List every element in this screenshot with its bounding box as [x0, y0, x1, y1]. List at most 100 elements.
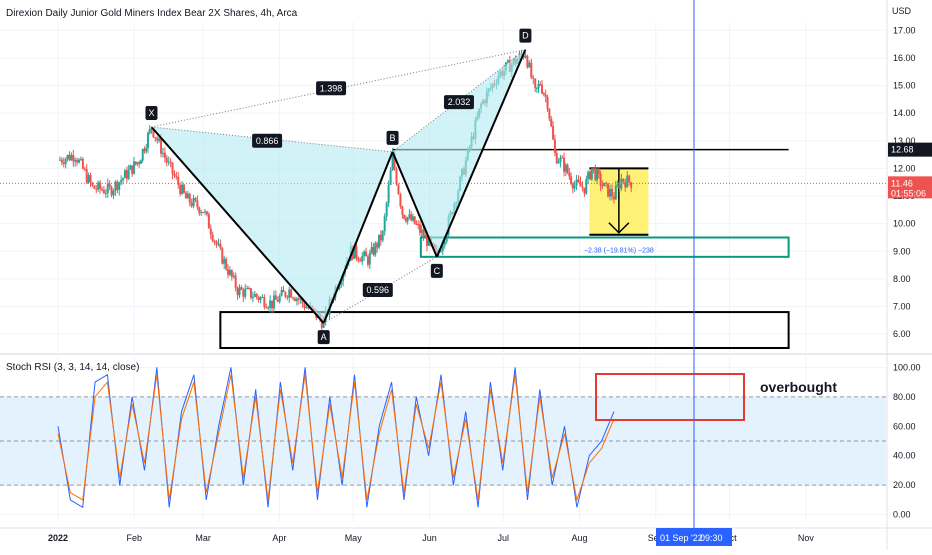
candle-body — [76, 159, 79, 163]
rsi-y-tick-label: 100.00 — [893, 362, 921, 372]
candle-body — [156, 138, 159, 141]
rsi-series-D — [57, 374, 615, 502]
x-tick-label: Aug — [572, 533, 588, 543]
candle-body — [207, 214, 210, 229]
candle-body — [269, 300, 272, 308]
main-title: Direxion Daily Junior Gold Miners Index … — [6, 8, 298, 19]
candle-body — [196, 200, 199, 208]
rsi-y-tick-label: 0.00 — [893, 510, 911, 520]
candle-body — [259, 297, 262, 300]
candle-body — [365, 251, 368, 257]
point-badge-C — [430, 263, 443, 278]
pattern-leg-AB — [322, 151, 394, 324]
candle-body — [125, 170, 128, 179]
candle-body — [257, 296, 260, 300]
candle-body — [244, 288, 247, 297]
candle-body — [232, 275, 235, 277]
rsi-y-tick-label: 20.00 — [893, 480, 916, 490]
measure-label: −2.38 (−19.81%) −238 — [584, 248, 654, 255]
candle-body — [563, 157, 566, 172]
candle-body — [357, 257, 360, 261]
candle-body — [78, 159, 81, 163]
candle-body — [601, 185, 604, 187]
candle-body — [62, 162, 65, 165]
candle-body — [85, 169, 88, 183]
candle-body — [594, 168, 597, 181]
candle-body — [353, 246, 356, 259]
candle-body — [91, 182, 94, 186]
candle-body — [376, 243, 379, 248]
main-y-tick-label: 13.00 — [893, 136, 916, 146]
candle-body — [607, 183, 610, 197]
candle-body — [83, 168, 86, 170]
candle-body — [132, 161, 135, 174]
candle-body — [528, 62, 531, 68]
candle-body — [612, 196, 615, 200]
rsi-y-tick-label: 60.00 — [893, 421, 916, 431]
candle-body — [145, 147, 148, 152]
point-badge-A — [317, 330, 330, 345]
candle-body — [227, 269, 230, 275]
x-tick-label: Apr — [272, 533, 286, 543]
candle-body — [403, 214, 406, 219]
candle-body — [588, 171, 591, 180]
candle-body — [198, 207, 201, 214]
candle-body — [553, 139, 556, 153]
candle-body — [95, 188, 98, 190]
candle-body — [282, 289, 285, 293]
x-tick-label: May — [345, 533, 363, 543]
point-label-D: D — [522, 31, 529, 41]
candle-body — [374, 243, 377, 255]
candle-body — [68, 154, 71, 161]
point-label-C: C — [434, 266, 441, 276]
candle-body — [60, 159, 63, 163]
candle-body — [368, 252, 371, 265]
candle-body — [106, 183, 109, 194]
candle-body — [383, 216, 386, 232]
candle-body — [211, 234, 214, 241]
candle-body — [395, 168, 398, 185]
candle-body — [363, 251, 366, 256]
candle-body — [228, 270, 231, 275]
candle-body — [79, 158, 82, 160]
candle-body — [599, 173, 602, 186]
cursor-date-label: 01 Sep '22 — [660, 533, 703, 543]
candle-body — [175, 175, 178, 177]
candle-body — [236, 288, 239, 296]
candle-body — [399, 194, 402, 207]
candle-body — [271, 300, 274, 309]
candle-body — [267, 307, 270, 309]
main-y-tick-label: 16.00 — [893, 53, 916, 63]
candle-body — [552, 126, 555, 140]
candle-body — [581, 186, 584, 188]
x-tick-label: Jul — [498, 533, 510, 543]
candle-body — [215, 241, 218, 245]
candle-body — [169, 161, 172, 163]
resistance-price-label: 12.68 — [891, 145, 914, 155]
candle-body — [280, 289, 283, 296]
candle-body — [320, 319, 323, 328]
candle-body — [361, 255, 364, 262]
ratio-label: 0.866 — [256, 136, 279, 146]
candle-body — [192, 198, 195, 207]
candle-body — [127, 169, 130, 179]
candle-body — [385, 202, 388, 217]
candle-body — [597, 170, 600, 174]
candle-body — [340, 281, 343, 285]
candle-body — [223, 258, 226, 264]
candle-body — [204, 211, 207, 213]
ratio-badge — [252, 133, 283, 148]
candle-body — [541, 84, 544, 94]
candle-body — [534, 78, 537, 89]
candle-body — [240, 287, 243, 290]
candle-body — [359, 260, 362, 262]
ratio-badge — [443, 95, 474, 110]
x-tick-label: Nov — [798, 533, 815, 543]
projection-arrow-head — [608, 222, 630, 234]
candle-body — [408, 214, 411, 218]
pattern-leg-BC — [391, 151, 438, 258]
candle-body — [64, 158, 67, 165]
